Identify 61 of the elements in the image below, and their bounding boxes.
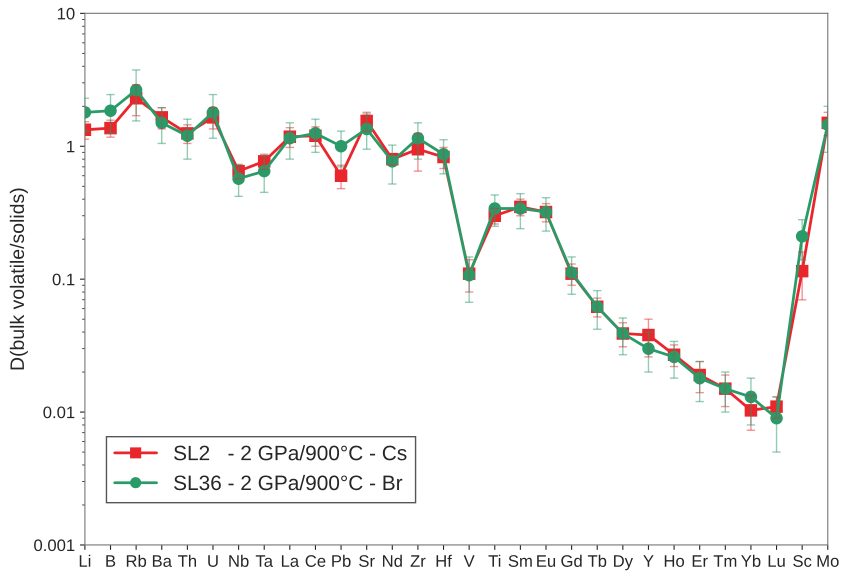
point	[360, 122, 373, 136]
point	[642, 342, 655, 355]
point	[104, 104, 117, 118]
point	[156, 116, 168, 130]
y-axis-title: D(bulk volatile/solids)	[10, 188, 28, 370]
x-tick-label: Sc	[793, 555, 812, 567]
x-tick-label: Lu	[768, 555, 785, 567]
x-tick-label: Ba	[152, 555, 172, 567]
x-tick-label: Y	[643, 555, 654, 567]
point	[334, 140, 348, 153]
x-tick-label: Ti	[488, 554, 500, 567]
x-tick-label: Nd	[383, 554, 402, 567]
point	[130, 84, 142, 96]
point	[668, 350, 680, 364]
point	[104, 122, 117, 134]
point	[770, 412, 783, 424]
x-tick-label: Ho	[664, 555, 684, 567]
x-tick-label: Eu	[537, 555, 556, 567]
point	[488, 202, 502, 215]
x-tick-label: Er	[692, 555, 708, 567]
x-tick-label: Tb	[588, 554, 606, 567]
x-tick-label: Rb	[126, 554, 146, 567]
legend-label: SL36 - 2 GPa/900°C - Br	[174, 474, 402, 490]
point	[258, 164, 270, 178]
x-tick-label: Sr	[359, 555, 375, 567]
legend-label: SL2 - 2 GPa/900°C - Cs	[174, 445, 406, 460]
x-tick-label: Gd	[561, 554, 582, 567]
point	[232, 172, 245, 185]
x-tick-label: Hf	[436, 554, 452, 567]
x-tick-label: Li	[80, 554, 90, 567]
x-tick-label: La	[282, 555, 300, 567]
x-tick-label: Sm	[508, 555, 532, 567]
point	[796, 230, 808, 243]
x-tick-label: Yb	[741, 554, 760, 567]
point	[642, 328, 655, 342]
x-tick-label: Pb	[332, 554, 351, 567]
point	[744, 390, 758, 404]
point	[412, 142, 424, 156]
y-tick-label: 0.001	[34, 539, 74, 552]
x-tick-label: Mo	[818, 555, 839, 567]
y-tick-label: 0.01	[43, 406, 74, 418]
x-tick-label: B	[106, 555, 116, 567]
point	[744, 404, 758, 417]
point	[386, 155, 399, 168]
y-tick-label: 0.1	[52, 274, 74, 286]
point	[412, 132, 424, 144]
x-tick-label: Ta	[256, 555, 274, 567]
point	[437, 148, 450, 161]
x-tick-label: Tm	[714, 555, 736, 567]
x-tick-label: Ce	[306, 555, 326, 567]
point	[206, 106, 220, 119]
y-tick-label: 1	[67, 140, 74, 152]
x-tick-label: Dy	[614, 555, 633, 570]
point	[334, 170, 348, 182]
x-tick-label: Zr	[410, 555, 426, 567]
x-tick-label: Th	[178, 554, 196, 567]
x-tick-label: V	[464, 555, 475, 567]
point	[693, 372, 706, 384]
y-tick-label: 10	[58, 8, 75, 20]
x-tick-label: U	[208, 555, 218, 567]
x-tick-label: Nb	[229, 554, 249, 567]
